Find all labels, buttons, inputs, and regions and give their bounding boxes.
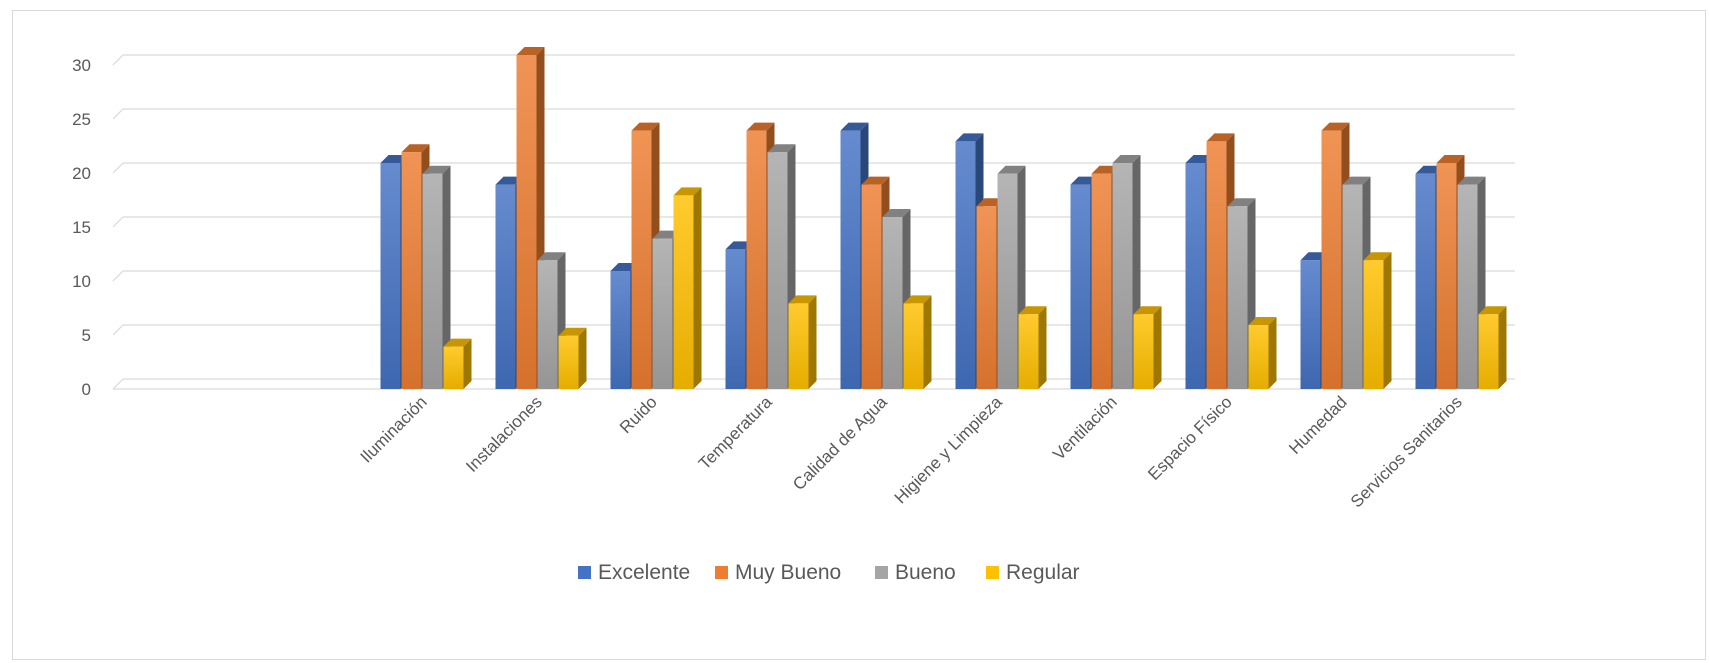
bars bbox=[380, 47, 1507, 389]
x-tick-label: Higiene y Limpieza bbox=[891, 392, 1006, 507]
y-tick-label: 20 bbox=[72, 164, 91, 183]
x-tick-label: Humedad bbox=[1285, 392, 1351, 458]
x-tick-label: Iluminación bbox=[357, 392, 431, 466]
bar-regular bbox=[1363, 252, 1392, 389]
bar-regular bbox=[1018, 306, 1047, 389]
bar-regular bbox=[558, 327, 587, 389]
x-tick-label: Ventilación bbox=[1049, 392, 1121, 464]
y-tick-label: 30 bbox=[72, 56, 91, 75]
x-tick-label: Temperatura bbox=[695, 392, 776, 473]
x-tick-label: Servicios Sanitarios bbox=[1347, 392, 1466, 511]
legend-item-muy-bueno: Muy Bueno bbox=[715, 561, 841, 584]
y-axis-ticks: 0 5 10 15 20 25 30 bbox=[72, 56, 91, 399]
y-tick-label: 5 bbox=[82, 326, 91, 345]
bar-chart: 0 5 10 15 20 25 30 Iluminación Instalaciones Rui… bbox=[72, 47, 1515, 584]
legend-label: Excelente bbox=[598, 561, 690, 584]
legend: Excelente Muy Bueno Bueno Regular bbox=[578, 561, 1080, 584]
legend-swatch bbox=[715, 566, 728, 579]
bar-regular bbox=[1133, 306, 1162, 389]
bar-bueno bbox=[422, 165, 451, 389]
bar-regular bbox=[1248, 317, 1277, 389]
bar-regular bbox=[903, 295, 932, 389]
legend-item-excelente: Excelente bbox=[578, 561, 690, 584]
bar-regular bbox=[673, 187, 702, 389]
x-tick-label: Espacio Físico bbox=[1144, 392, 1236, 484]
x-tick-label: Ruido bbox=[616, 392, 661, 437]
legend-swatch bbox=[578, 566, 591, 579]
legend-label: Muy Bueno bbox=[735, 561, 841, 584]
legend-label: Bueno bbox=[895, 561, 956, 584]
gridline-depth bbox=[112, 324, 124, 336]
x-tick-label: Instalaciones bbox=[462, 392, 546, 476]
y-tick-label: 0 bbox=[82, 380, 91, 399]
gridline-depth bbox=[112, 108, 124, 120]
legend-item-regular: Regular bbox=[986, 561, 1080, 584]
gridline-depth bbox=[112, 216, 124, 228]
chart-frame: 0 5 10 15 20 25 30 Iluminación Instalaciones Rui… bbox=[12, 10, 1706, 660]
gridline-depth bbox=[112, 270, 124, 282]
bar-regular bbox=[1478, 306, 1507, 389]
y-tick-label: 10 bbox=[72, 272, 91, 291]
y-tick-label: 25 bbox=[72, 110, 91, 129]
bar-regular bbox=[788, 295, 817, 389]
y-tick-label: 15 bbox=[72, 218, 91, 237]
gridline-depth bbox=[112, 378, 124, 390]
x-axis-labels: Iluminación Instalaciones Ruido Temperatura… bbox=[357, 392, 1466, 511]
gridline-depth bbox=[112, 54, 124, 66]
bar-regular bbox=[443, 338, 472, 389]
gridline-depth bbox=[112, 162, 124, 174]
legend-label: Regular bbox=[1006, 561, 1080, 584]
legend-swatch bbox=[986, 566, 999, 579]
legend-item-bueno: Bueno bbox=[875, 561, 956, 584]
x-tick-label: Calidad de Agua bbox=[789, 392, 891, 494]
legend-swatch bbox=[875, 566, 888, 579]
